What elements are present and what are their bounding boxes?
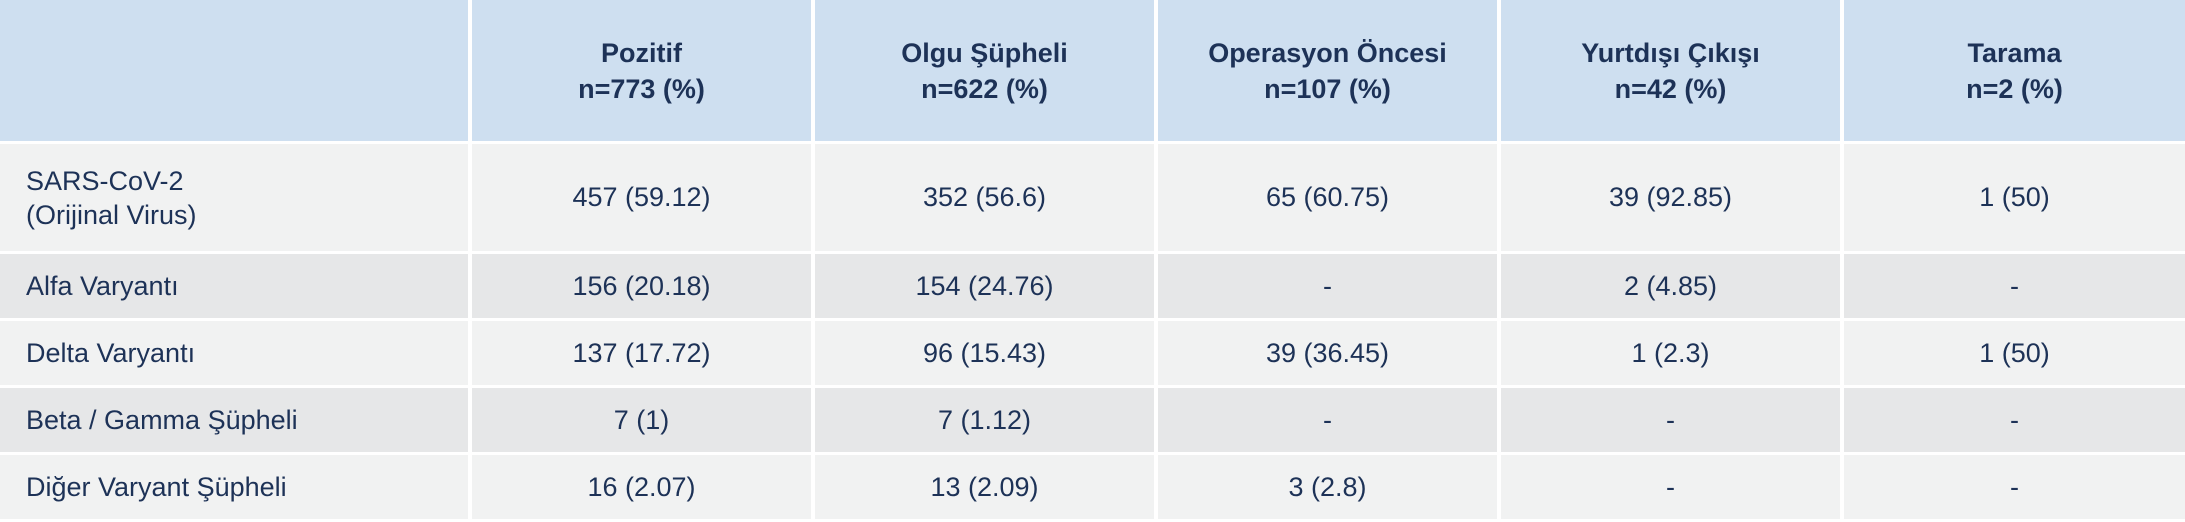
row-label: Diğer Varyant Şüpheli	[0, 453, 470, 522]
table-cell: 352 (56.6)	[811, 142, 1156, 254]
column-title: Pozitif	[601, 37, 682, 68]
table-cell: 1 (50)	[1840, 319, 2185, 388]
table-cell: 154 (24.76)	[811, 252, 1156, 321]
table-cell: 13 (2.09)	[811, 453, 1156, 522]
table-cell: -	[1497, 453, 1842, 522]
row-label: Beta / Gamma Şüpheli	[0, 386, 470, 455]
table-row: Delta Varyantı 137 (17.72) 96 (15.43) 39 (3…	[0, 319, 2185, 388]
table-cell: 39 (92.85)	[1497, 142, 1842, 254]
column-count: n=107 (%)	[1264, 73, 1391, 104]
table-cell: 3 (2.8)	[1154, 453, 1499, 522]
table-cell: 7 (1)	[468, 386, 813, 455]
column-count: n=773 (%)	[578, 73, 705, 104]
table-cell: 457 (59.12)	[468, 142, 813, 254]
table-cell: 2 (4.85)	[1497, 252, 1842, 321]
column-header: Pozitif n=773 (%)	[468, 0, 813, 144]
table-cell: 1 (50)	[1840, 142, 2185, 254]
column-header: Yurtdışı Çıkışı n=42 (%)	[1497, 0, 1842, 144]
table-cell: 137 (17.72)	[468, 319, 813, 388]
row-label: SARS-CoV-2 (Orijinal Virus)	[0, 142, 470, 254]
column-count: n=42 (%)	[1614, 73, 1727, 104]
table-cell: -	[1154, 386, 1499, 455]
table-cell: -	[1497, 386, 1842, 455]
column-count: n=622 (%)	[921, 73, 1048, 104]
table-cell: 7 (1.12)	[811, 386, 1156, 455]
table-cell: 16 (2.07)	[468, 453, 813, 522]
header-corner	[0, 0, 470, 144]
column-count: n=2 (%)	[1966, 73, 2063, 104]
column-header: Tarama n=2 (%)	[1840, 0, 2185, 144]
column-title: Operasyon Öncesi	[1208, 37, 1447, 68]
table-cell: -	[1840, 453, 2185, 522]
table-body: SARS-CoV-2 (Orijinal Virus) 457 (59.12) 35…	[0, 142, 2185, 522]
table-cell: -	[1840, 252, 2185, 321]
table-cell: -	[1840, 386, 2185, 455]
table-cell: 96 (15.43)	[811, 319, 1156, 388]
row-label: Alfa Varyantı	[0, 252, 470, 321]
column-title: Yurtdışı Çıkışı	[1581, 37, 1760, 68]
column-header: Operasyon Öncesi n=107 (%)	[1154, 0, 1499, 144]
column-header: Olgu Şüpheli n=622 (%)	[811, 0, 1156, 144]
table-row: SARS-CoV-2 (Orijinal Virus) 457 (59.12) 35…	[0, 142, 2185, 254]
column-title: Tarama	[1967, 37, 2062, 68]
table-cell: 156 (20.18)	[468, 252, 813, 321]
table-row: Beta / Gamma Şüpheli 7 (1) 7 (1.12) - - -	[0, 386, 2185, 455]
table-cell: -	[1154, 252, 1499, 321]
table-cell: 1 (2.3)	[1497, 319, 1842, 388]
table-cell: 39 (36.45)	[1154, 319, 1499, 388]
table-row: Diğer Varyant Şüpheli 16 (2.07) 13 (2.09) 3…	[0, 453, 2185, 522]
table-row: Alfa Varyantı 156 (20.18) 154 (24.76) -2 (4…	[0, 252, 2185, 321]
row-label: Delta Varyantı	[0, 319, 470, 388]
header-row: Pozitif n=773 (%) Olgu Şüpheli n=622 (%) Ope…	[0, 0, 2185, 144]
column-title: Olgu Şüpheli	[901, 37, 1068, 68]
table-cell: 65 (60.75)	[1154, 142, 1499, 254]
